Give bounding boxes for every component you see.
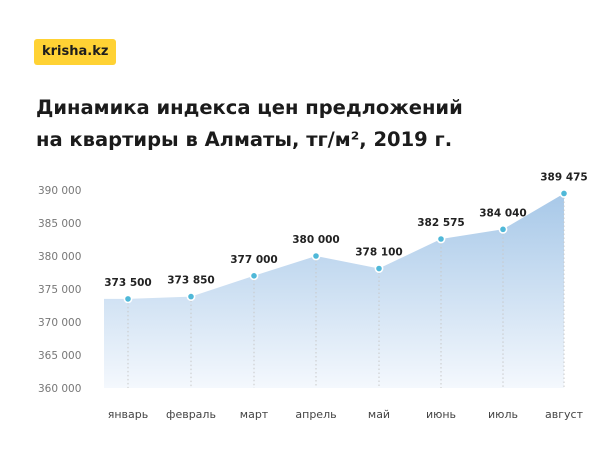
price-area: [104, 193, 564, 388]
x-tick-label: июнь: [426, 408, 456, 421]
data-point: [123, 294, 133, 304]
data-label: 384 040: [479, 207, 527, 219]
y-tick-label: 385 000: [38, 218, 81, 230]
x-tick-label: январь: [108, 408, 149, 421]
data-label: 382 575: [417, 217, 465, 229]
y-tick-label: 370 000: [38, 317, 81, 329]
data-point: [559, 189, 569, 198]
data-point: [374, 264, 384, 273]
y-tick-label: 360 000: [38, 383, 81, 395]
chart-title: Динамика индекса цен предложений на квар…: [36, 92, 576, 156]
data-point: [249, 271, 259, 281]
data-point: [311, 251, 321, 261]
data-label: 373 850: [167, 275, 215, 287]
chart-title-line2: на квартиры в Алматы, тг/м², 2019 г.: [36, 128, 453, 151]
data-point: [436, 234, 446, 244]
x-tick-label: март: [240, 408, 269, 421]
data-label: 373 500: [104, 277, 152, 289]
x-tick-label: май: [368, 408, 390, 421]
y-tick-label: 365 000: [38, 350, 81, 362]
data-label: 380 000: [292, 234, 340, 246]
data-point: [186, 292, 196, 301]
y-tick-label: 390 000: [38, 185, 81, 197]
data-label: 389 475: [540, 171, 588, 183]
krisha-logo: krisha.kz: [34, 39, 117, 65]
y-tick-label: 375 000: [38, 284, 81, 296]
x-tick-label: август: [545, 408, 584, 421]
y-tick-label: 380 000: [38, 251, 81, 263]
data-point: [498, 224, 508, 234]
x-tick-label: июль: [488, 408, 518, 421]
x-tick-label: апрель: [295, 408, 336, 421]
data-label: 378 100: [355, 247, 403, 259]
data-label: 377 000: [230, 254, 278, 266]
x-tick-label: февраль: [166, 408, 216, 421]
chart-title-line1: Динамика индекса цен предложений: [36, 96, 463, 119]
